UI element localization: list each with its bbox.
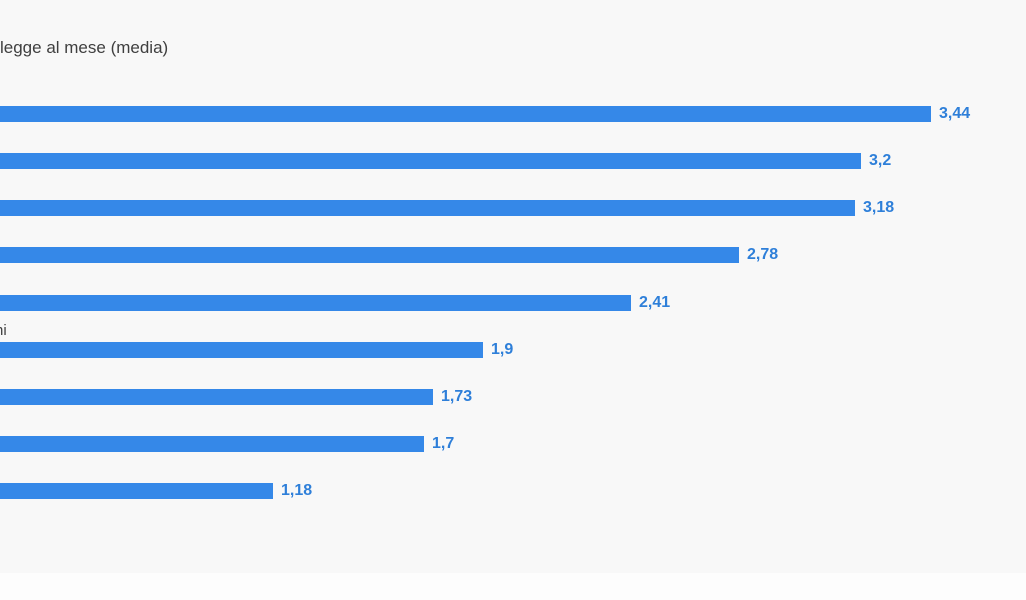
chart-title: legge al mese (media) (0, 38, 169, 57)
bar (0, 295, 631, 311)
footer-strip (0, 573, 1026, 600)
bar (0, 247, 739, 263)
bar-row: 3,18 (0, 200, 1026, 216)
bar (0, 342, 483, 358)
bar-row: 2,78 (0, 247, 1026, 263)
bar-row: 1,9 ni (0, 322, 1026, 358)
value-label: 3,44 (939, 105, 971, 122)
bar-row: 3,44 (0, 106, 1026, 122)
bar-row: 1,18 (0, 483, 1026, 499)
value-label: 3,18 (863, 199, 895, 216)
bar (0, 153, 861, 169)
value-label: 1,73 (441, 388, 473, 405)
value-label: 1,9 (491, 341, 514, 358)
bar (0, 389, 433, 405)
bar-row: 1,73 (0, 389, 1026, 405)
bar (0, 200, 855, 216)
bar (0, 436, 424, 452)
value-label: 2,78 (747, 246, 779, 263)
bar (0, 106, 931, 122)
bar-row: 1,7 (0, 436, 1026, 452)
value-label: 3,2 (869, 152, 892, 169)
bar (0, 483, 273, 499)
value-label: 1,18 (281, 482, 313, 499)
value-label: 2,41 (639, 294, 671, 311)
value-label: 1,7 (432, 435, 455, 452)
bar-row: 2,41 (0, 295, 1026, 311)
category-label-fragment: ni (0, 322, 7, 339)
bar-row: 3,2 (0, 153, 1026, 169)
